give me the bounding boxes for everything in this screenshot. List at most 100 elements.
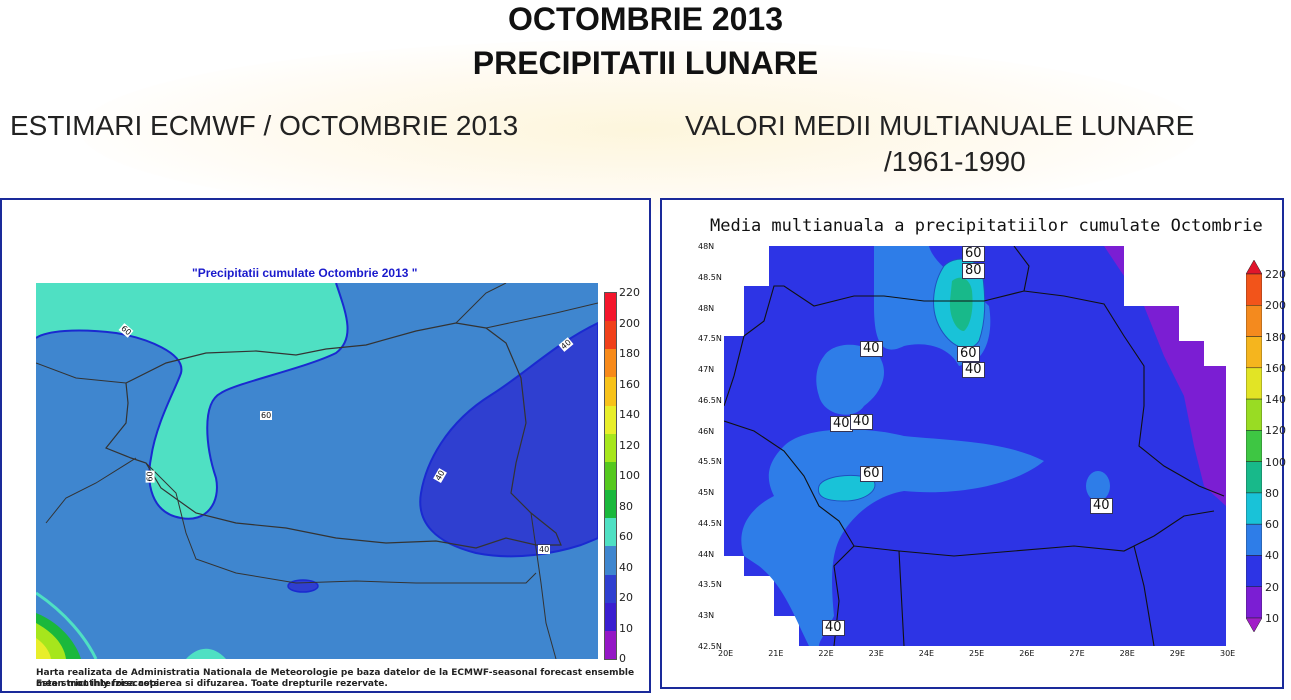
ecmwf-map-title: "Precipitatii cumulate Octombrie 2013 " — [192, 266, 418, 280]
ecmwf-colorbar-label: 80 — [619, 499, 633, 513]
clim-colorbar-segment — [1246, 398, 1262, 431]
clim-lat-tick: 46.5N — [698, 395, 722, 405]
clim-lat-tick: 42.5N — [698, 642, 722, 651]
ecmwf-colorbar-segment — [605, 602, 616, 631]
clim-nodata-nw — [724, 246, 769, 336]
ecmwf-colorbar-label: 220 — [619, 286, 640, 299]
clim-colorbar-label: 40 — [1265, 549, 1279, 563]
clim-colorbar-segment — [1246, 555, 1262, 587]
clim-contour-label: 40 — [1090, 498, 1113, 514]
clim-colorbar-label: 20 — [1265, 580, 1279, 594]
clim-contour-label: 60 — [962, 246, 985, 262]
clim-colorbar-label: 200 — [1265, 299, 1286, 313]
clim-nodata-ne-top — [1124, 246, 1226, 366]
clim-lat-tick: 48.5N — [698, 272, 722, 282]
ecmwf-contour-label: 60 — [260, 411, 273, 420]
clim-colorbar-label: 60 — [1265, 518, 1279, 532]
clim-field-40-southwest — [741, 429, 1044, 646]
ecmwf-colorbar — [604, 292, 617, 660]
clim-lat-tick: 47N — [698, 365, 715, 375]
ecmwf-colorbar-segment — [605, 321, 616, 350]
ecmwf-colorbar-label: 60 — [619, 530, 633, 543]
clim-contour-label: 40 — [830, 416, 853, 432]
clim-lat-tick: 43N — [698, 611, 715, 621]
ecmwf-colorbar-label: 160 — [619, 377, 640, 391]
ecmwf-colorbar-segment — [605, 574, 616, 603]
clim-contour-label: 40 — [860, 341, 883, 357]
right-caption-line1: VALORI MEDII MULTIANUALE LUNARE — [685, 110, 1195, 141]
clim-contour-label: 40 — [822, 620, 845, 636]
right-caption-line2: /1961-1990 — [884, 146, 1026, 177]
ecmwf-contour-label: 40 — [538, 545, 551, 554]
ecmwf-field-140 — [36, 638, 51, 659]
ecmwf-colorbar-segment — [605, 490, 616, 519]
ecmwf-field-60-80 — [36, 283, 348, 519]
clim-colorbar-label: 80 — [1265, 486, 1279, 500]
clim-colorbar-label: 220 — [1265, 268, 1286, 281]
clim-country-borders — [724, 246, 1225, 646]
ecmwf-colorbar-label: 10 — [619, 621, 633, 635]
clim-field-80-north — [949, 277, 973, 331]
clim-colorbar-segment — [1246, 492, 1262, 525]
clim-lat-tick: 47.5N — [698, 334, 722, 344]
clim-lon-tick: 21E — [768, 649, 784, 658]
ecmwf-colorbar-label: 140 — [619, 408, 640, 421]
climatology-map-panel: Media multianuala a precipitatiilor cumu… — [660, 198, 1286, 689]
clim-colorbar-label: 120 — [1265, 424, 1286, 438]
clim-colorbar-label: 140 — [1265, 393, 1286, 407]
clim-colorbar-segment — [1246, 523, 1262, 556]
clim-lon-tick: 20E — [718, 649, 734, 658]
clim-lon-tick: 25E — [969, 649, 985, 658]
ecmwf-credit-line1: Harta realizata de Administratia Nationa… — [36, 668, 635, 689]
ecmwf-contour-label: 60 — [145, 470, 155, 483]
clim-colorbar-label: 10 — [1265, 612, 1279, 625]
clim-nodata-sw — [724, 556, 799, 646]
clim-lon-tick: 24E — [918, 649, 935, 658]
clim-lat-tick: 44.5N — [698, 518, 722, 528]
clim-colorbar-segment — [1246, 260, 1262, 275]
clim-colorbar-segment — [1246, 430, 1262, 462]
clim-colorbar-segment — [1246, 367, 1262, 400]
clim-lat-tick: 48N — [698, 242, 715, 251]
ecmwf-colorbar-segment — [605, 349, 616, 378]
ecmwf-neighbor-borders — [36, 283, 598, 659]
clim-contour-label: 60 — [860, 466, 883, 482]
ecmwf-colorbar-label: 100 — [619, 469, 640, 482]
page-title-line2: PRECIPITATII LUNARE — [472, 45, 819, 81]
clim-colorbar-segment — [1246, 461, 1262, 494]
ecmwf-colorbar-segment — [605, 518, 616, 547]
ecmwf-field-20-40 — [419, 321, 598, 558]
clim-contour-label: 40 — [962, 362, 985, 378]
clim-lon-tick: 30E — [1220, 649, 1236, 658]
left-caption: ESTIMARI ECMWF / OCTOMBRIE 2013 — [10, 110, 519, 141]
clim-colorbar-segment — [1246, 336, 1262, 369]
ecmwf-colorbar-segment — [605, 546, 616, 575]
ecmwf-contour-60 — [36, 283, 349, 520]
ecmwf-colorbar-segment — [605, 630, 616, 660]
clim-field-10-20 — [1104, 246, 1226, 506]
clim-lon-tick: 28E — [1119, 649, 1135, 658]
clim-field-40-center — [816, 344, 884, 415]
clim-lon-tick: 29E — [1169, 649, 1186, 658]
ecmwf-colorbar-label: 0 — [619, 652, 626, 665]
ecmwf-colorbar-label: 120 — [619, 438, 640, 452]
clim-colorbar-segment — [1246, 305, 1262, 337]
clim-lat-tick: 46N — [698, 426, 715, 436]
ecmwf-colorbar-segment — [605, 293, 616, 322]
clim-lon-tick: 22E — [818, 649, 834, 658]
ecmwf-field-south-edge — [186, 648, 226, 659]
clim-colorbar-segment — [1246, 273, 1262, 306]
clim-colorbar-label: 100 — [1265, 455, 1286, 469]
climatology-map — [724, 246, 1226, 646]
ecmwf-credit-line2: Este strict interzisa copierea si difuza… — [36, 679, 388, 689]
clim-lat-tick: 48N — [698, 303, 715, 313]
climatology-map-title: Media multianuala a precipitatiilor cumu… — [710, 216, 1263, 236]
clim-colorbar-label: 160 — [1265, 361, 1286, 375]
ecmwf-colorbar-segment — [605, 433, 616, 462]
ecmwf-colorbar-segment — [605, 461, 616, 491]
ecmwf-colorbar-segment — [605, 405, 616, 434]
ecmwf-colorbar-label: 180 — [619, 347, 640, 360]
background-glow — [80, 40, 1200, 220]
clim-lat-tick: 45N — [698, 488, 715, 498]
clim-lat-tick: 44N — [698, 549, 715, 559]
